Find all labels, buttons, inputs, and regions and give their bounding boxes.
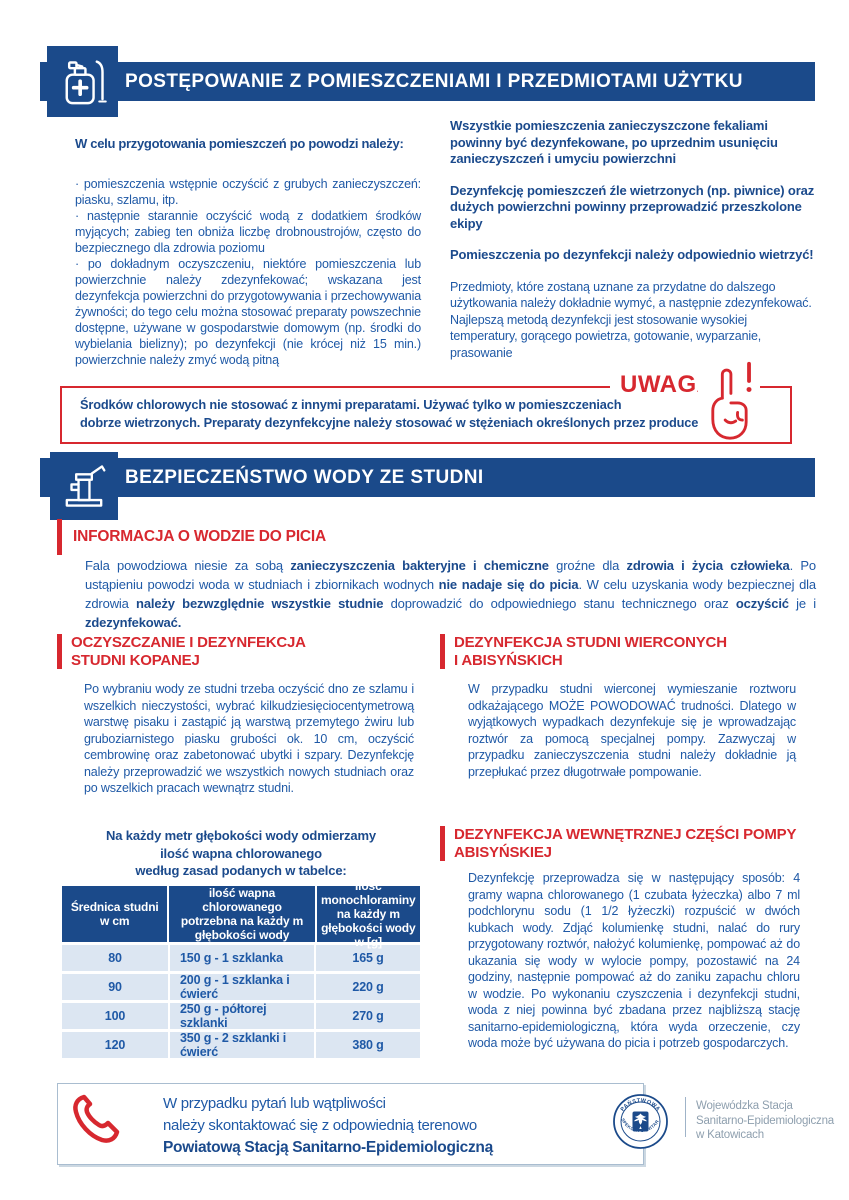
table-cell: 350 g - 2 szklanki i ćwierć — [168, 1031, 314, 1059]
warning-line-2: dobrze wietrzonych. Preparaty dezynfekcy… — [80, 415, 717, 430]
warning-text: Środków chlorowych nie stosować z innymi… — [80, 396, 717, 432]
table-cell: 220 g — [314, 974, 420, 1000]
section-well-band: BEZPIECZEŃSTWO WODY ZE STUDNI — [40, 458, 815, 497]
footer-line-3: Powiatową Stacją Sanitarno-Epidemiologic… — [163, 1139, 493, 1156]
water-info-bold: zdrowia i życia człowieka — [626, 558, 790, 573]
footer-contact-text: W przypadku pytań lub wątpliwości należy… — [163, 1093, 493, 1159]
sanitary-inspection-seal: PAŃSTWOWA INSPEKCJA SANITARNA — [610, 1089, 669, 1150]
pump-heading: DEZYNFEKCJA WEWNĘTRZNEJ CZĘŚCI POMPY ABI… — [440, 826, 814, 861]
footer-line-1: W przypadku pytań lub wątpliwości — [163, 1095, 386, 1112]
organization-name: Wojewódzka Stacja Sanitarno-Epidemiologi… — [696, 1100, 834, 1141]
sprayer-icon — [47, 46, 118, 117]
rooms-note-objects: Przedmioty, które zostaną uznane za przy… — [450, 279, 812, 360]
footer-contact-box: W przypadku pytań lub wątpliwości należy… — [57, 1083, 644, 1165]
water-info-bold: zanieczyszczenia bakteryjne i chemiczne — [290, 558, 549, 573]
water-info-run: Fala powodziowa niesie za sobą — [85, 558, 291, 573]
table-row: 100 250 g - półtorej szklanki 270 g — [62, 1002, 420, 1030]
water-info-bold: nie nadaje się do picia — [438, 577, 579, 592]
water-info-bold: zdezynfekować. — [85, 615, 182, 630]
well-dug-paragraph: Po wybraniu wody ze studni trzeba oczyśc… — [84, 682, 414, 795]
table-cell: 200 g - 1 szklanka i ćwierć — [168, 973, 314, 1001]
warning-box: Środków chlorowych nie stosować z innymi… — [60, 360, 792, 444]
warning-line-1: Środków chlorowych nie stosować z innymi… — [80, 397, 622, 412]
table-cell: 90 — [108, 980, 122, 994]
table-cell: 150 g - 1 szklanka — [168, 945, 314, 971]
dosing-table-header-lime: ilość wapna chlorowanego potrzebna na ka… — [167, 886, 314, 942]
table-cell: 80 — [108, 951, 122, 965]
eagle-icon — [634, 1113, 647, 1129]
water-info-paragraph: Fala powodziowa niesie za sobą zanieczys… — [85, 556, 816, 632]
section-well-title: BEZPIECZEŃSTWO WODY ZE STUDNI — [125, 467, 484, 488]
section-rooms-band: POSTĘPOWANIE Z POMIESZCZENIAMI I PRZEDMI… — [40, 62, 815, 101]
water-info-run: groźne dla — [548, 558, 627, 573]
table-cell: 270 g — [314, 1003, 420, 1029]
water-info-run: je i — [788, 596, 817, 611]
dosing-table-intro: Na każdy metr głębokości wody odmierzamy… — [106, 828, 376, 878]
water-info-heading: INFORMACJA O WODZIE DO PICIA — [57, 519, 326, 555]
table-cell: 120 — [104, 1038, 126, 1052]
table-row: 80 150 g - 1 szklanka 165 g — [62, 945, 420, 971]
rooms-bullet-1: · pomieszczenia wstępnie oczyścić z grub… — [75, 177, 421, 207]
well-drilled-heading: DEZYNFEKCJA STUDNI WIERCONYCH I ABISYŃSK… — [440, 634, 814, 669]
phone-icon — [70, 1092, 130, 1155]
table-cell: 250 g - półtorej szklanki — [168, 1002, 314, 1030]
footer-divider — [685, 1097, 686, 1137]
pointing-hand-icon — [698, 360, 760, 442]
water-info-run: doprowadzić do odpowiedniego stanu techn… — [383, 596, 736, 611]
pump-paragraph: Dezynfekcję przeprowadza się w następują… — [468, 871, 800, 1050]
rooms-intro: W celu przygotowania pomieszczeń po powo… — [75, 136, 404, 151]
footer-line-2: należy skontaktować się z odpowiednią te… — [163, 1117, 477, 1134]
well-drilled-paragraph: W przypadku studni wierconej wymieszanie… — [468, 682, 796, 779]
water-info-bold: oczyścić — [735, 596, 789, 611]
dosing-table-header-monochloramine: Ilość monochloraminy na każdy m głębokoś… — [314, 879, 420, 949]
rooms-bullet-2: · następnie starannie oczyścić wodą z do… — [75, 209, 421, 255]
table-cell: 165 g — [314, 945, 420, 971]
well-dug-heading: OCZYSZCZANIE I DEZYNFEKCJA STUDNI KOPANE… — [57, 634, 421, 669]
dosing-table: Średnica studni w cm ilość wapna chlorow… — [62, 879, 420, 1059]
well-pump-icon — [50, 452, 118, 520]
rooms-bullet-3: · po dokładnym oczyszczeniu, niektóre po… — [75, 257, 421, 367]
water-info-bold: należy bezwzględnie wszystkie studnie — [136, 596, 384, 611]
table-row: 90 200 g - 1 szklanka i ćwierć 220 g — [62, 973, 420, 1001]
rooms-note-airing: Pomieszczenia po dezynfekcji należy odpo… — [450, 247, 814, 262]
dosing-table-header: Średnica studni w cm ilość wapna chlorow… — [62, 879, 420, 949]
table-row: 120 350 g - 2 szklanki i ćwierć 380 g — [62, 1031, 420, 1059]
rooms-note-ventilation: Dezynfekcję pomieszczeń źle wietrzonych … — [450, 182, 815, 231]
table-cell: 100 — [104, 1009, 126, 1023]
dosing-table-header-diameter: Średnica studni w cm — [70, 900, 159, 928]
rooms-note-feces: Wszystkie pomieszczenia zanieczyszczone … — [450, 118, 778, 166]
section-rooms-title: POSTĘPOWANIE Z POMIESZCZENIAMI I PRZEDMI… — [125, 71, 743, 92]
rooms-left-column: W celu przygotowania pomieszczeń po powo… — [75, 136, 421, 368]
water-info-run: . Po ustąpieniu powodzi woda w studniach… — [85, 558, 816, 592]
water-info-run: . W celu uzyskania wody bezpiecznej dla … — [85, 577, 816, 611]
rooms-right-column: Wszystkie pomieszczenia zanieczyszczone … — [450, 118, 816, 361]
table-cell: 380 g — [314, 1032, 420, 1058]
